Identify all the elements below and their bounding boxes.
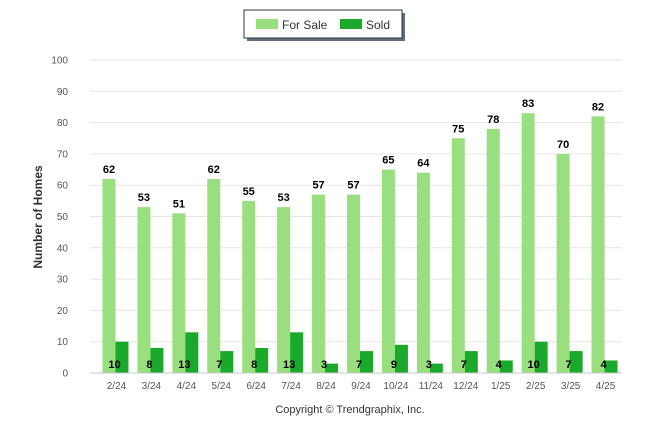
- legend-label-for-sale: For Sale: [282, 18, 328, 32]
- x-tick-label: 12/24: [453, 381, 478, 392]
- x-tick-label: 4/25: [596, 381, 616, 392]
- bar-label-for-sale: 55: [243, 186, 255, 198]
- bar-label-sold: 10: [108, 359, 120, 371]
- bar-label-for-sale: 64: [417, 158, 430, 170]
- bar-for-sale: [486, 128, 500, 373]
- bar-label-for-sale: 53: [138, 192, 150, 204]
- x-tick-label: 3/24: [142, 381, 162, 392]
- bar-sold: [325, 363, 339, 373]
- x-tick-label: 1/25: [491, 381, 511, 392]
- bar-label-sold: 3: [426, 359, 432, 371]
- bar-label-sold: 13: [178, 359, 190, 371]
- y-axis-ticks: 0 10 20 30 40 50 60 70 80 90 100: [51, 56, 68, 380]
- bar-label-sold: 4: [600, 359, 607, 371]
- bar-sold: [429, 363, 443, 373]
- x-tick-label: 11/24: [419, 381, 444, 392]
- bar-for-sale: [312, 194, 326, 373]
- bar-for-sale: [556, 153, 570, 373]
- bar-sold: [394, 344, 408, 373]
- y-tick-label: 0: [62, 369, 68, 380]
- bar-label-sold: 7: [566, 359, 572, 371]
- bar-label-for-sale: 57: [312, 180, 324, 192]
- bar-label-for-sale: 53: [278, 192, 290, 204]
- bar-labels: 62 10 53 8 51 13 62 7 55 8 53 13 57 3 57 7 65 9 64 3 75 7 78 4 8…: [103, 98, 608, 371]
- copyright-text: Copyright © Trendgraphix, Inc.: [275, 404, 424, 416]
- bar-sold: [150, 347, 164, 373]
- y-tick-label: 60: [57, 181, 69, 192]
- bar-label-sold: 7: [356, 359, 362, 371]
- bar-label-sold: 8: [146, 359, 152, 371]
- x-tick-label: 10/24: [383, 381, 408, 392]
- x-tick-label: 6/24: [246, 381, 266, 392]
- legend-swatch-sold: [340, 19, 362, 29]
- bar-for-sale: [172, 213, 186, 373]
- y-tick-label: 40: [57, 243, 69, 254]
- bar-label-sold: 7: [461, 359, 467, 371]
- bar-for-sale: [381, 169, 395, 373]
- x-tick-label: 9/24: [351, 381, 371, 392]
- bar-label-for-sale: 65: [382, 155, 394, 167]
- bar-sold: [499, 360, 513, 373]
- legend: For Sale Sold: [243, 9, 405, 41]
- bar-sold: [290, 332, 304, 373]
- x-tick-label: 8/24: [316, 381, 336, 392]
- y-tick-label: 30: [57, 275, 69, 286]
- bar-sold: [534, 341, 548, 373]
- bar-label-for-sale: 75: [452, 123, 464, 135]
- bars: [102, 113, 618, 374]
- bar-label-sold: 10: [528, 359, 540, 371]
- bar-for-sale: [451, 138, 465, 373]
- legend-swatch-for-sale: [256, 19, 278, 29]
- y-tick-label: 50: [57, 212, 69, 223]
- y-tick-label: 20: [57, 306, 69, 317]
- bar-label-for-sale: 57: [347, 180, 359, 192]
- y-tick-label: 90: [57, 87, 69, 98]
- bar-sold: [185, 332, 199, 373]
- bar-sold: [255, 347, 269, 373]
- bar-label-for-sale: 62: [208, 164, 220, 176]
- x-tick-label: 2/25: [526, 381, 546, 392]
- legend-label-sold: Sold: [366, 18, 390, 32]
- bar-sold: [360, 351, 373, 373]
- bar-for-sale: [277, 207, 291, 373]
- bar-label-sold: 8: [251, 359, 257, 371]
- bar-label-for-sale: 62: [103, 164, 115, 176]
- x-tick-label: 3/25: [561, 381, 581, 392]
- bar-for-sale: [242, 200, 256, 373]
- bar-label-for-sale: 83: [522, 98, 534, 110]
- bar-for-sale: [591, 116, 605, 373]
- x-tick-label: 7/24: [281, 381, 301, 392]
- bar-for-sale: [137, 207, 151, 373]
- bar-label-for-sale: 82: [592, 101, 604, 113]
- bar-sold: [115, 341, 129, 373]
- bar-for-sale: [416, 172, 430, 373]
- bar-for-sale: [347, 194, 360, 373]
- y-tick-label: 10: [57, 337, 69, 348]
- bar-sold: [569, 351, 583, 373]
- x-axis-ticks: 2/24 3/24 4/24 5/24 6/24 7/24 8/24 9/24 10/24 11/…: [107, 381, 616, 392]
- bar-label-sold: 13: [283, 359, 295, 371]
- bar-for-sale: [521, 113, 535, 374]
- y-tick-label: 80: [57, 118, 69, 129]
- bar-label-for-sale: 51: [173, 198, 185, 210]
- bar-label-for-sale: 70: [557, 139, 569, 151]
- x-tick-label: 5/24: [212, 381, 232, 392]
- bar-label-for-sale: 78: [487, 114, 499, 126]
- bar-sold: [604, 360, 618, 373]
- y-tick-label: 70: [57, 149, 69, 160]
- bar-sold: [220, 351, 234, 373]
- y-tick-label: 100: [51, 56, 68, 67]
- bar-sold: [464, 351, 478, 373]
- bar-for-sale: [207, 178, 221, 373]
- bar-for-sale: [102, 178, 116, 373]
- bar-label-sold: 7: [216, 359, 222, 371]
- y-axis-title: Number of Homes: [31, 165, 45, 269]
- bar-label-sold: 3: [321, 359, 327, 371]
- x-tick-label: 4/24: [177, 381, 197, 392]
- bar-label-sold: 9: [391, 359, 397, 371]
- x-tick-label: 2/24: [107, 381, 127, 392]
- bar-label-sold: 4: [496, 359, 503, 371]
